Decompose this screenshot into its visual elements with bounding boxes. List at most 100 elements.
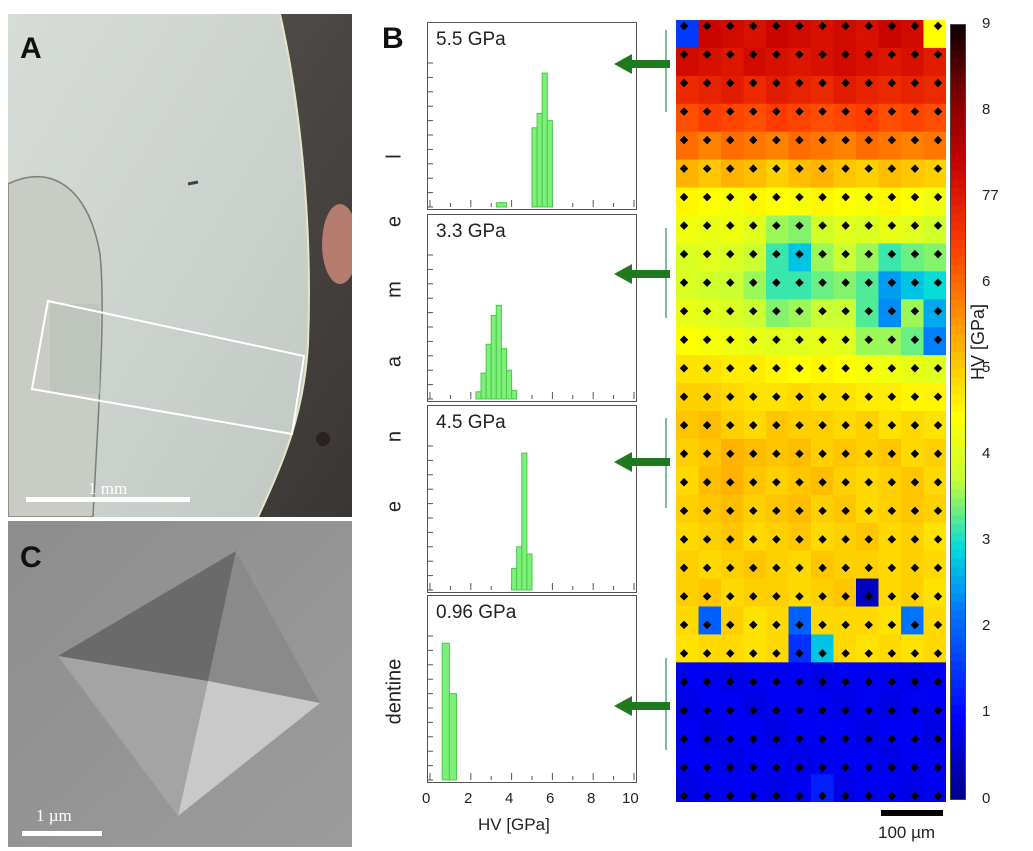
indent-marker bbox=[841, 449, 850, 459]
heatmap-cell bbox=[698, 271, 722, 300]
histogram-2-plot bbox=[428, 254, 635, 400]
heatmap-cell bbox=[743, 187, 767, 217]
panel-c-scalebar-label: 1 µm bbox=[36, 806, 72, 825]
indent-marker bbox=[795, 78, 804, 88]
indent-marker bbox=[864, 107, 873, 116]
heatmap-cell bbox=[856, 75, 880, 105]
indent-marker bbox=[864, 363, 873, 373]
indent-marker bbox=[841, 335, 850, 344]
histogram-2-label: 3.3 GPa bbox=[436, 221, 506, 242]
indent-marker bbox=[910, 278, 920, 287]
heatmap-cell bbox=[811, 75, 835, 105]
colorbar-segment bbox=[950, 696, 966, 707]
cbar-tick-2: 2 bbox=[982, 617, 991, 634]
colorbar-segment bbox=[950, 782, 966, 793]
heatmap-cell bbox=[856, 20, 880, 49]
heatmap-cell bbox=[923, 159, 946, 189]
heatmap-cell bbox=[788, 75, 812, 105]
colorbar-segment bbox=[950, 627, 966, 638]
heatmap-cell bbox=[721, 20, 745, 49]
indent-marker bbox=[933, 278, 943, 287]
colorbar-segment bbox=[950, 429, 966, 439]
histogram-2: 3.3 GPa bbox=[427, 214, 637, 402]
indent-marker bbox=[864, 249, 873, 259]
histogram-bar bbox=[441, 642, 450, 781]
indent-marker bbox=[818, 249, 827, 259]
colorbar-segment bbox=[950, 618, 966, 629]
heatmap-cell bbox=[788, 187, 812, 217]
indent-marker bbox=[702, 363, 712, 373]
heatmap-cell bbox=[676, 774, 700, 802]
hardness-heatmap bbox=[676, 20, 946, 802]
colorbar-segment bbox=[950, 601, 966, 612]
heatmap-cell bbox=[923, 522, 946, 552]
heatmap-cell bbox=[878, 159, 902, 189]
heatmap-cell bbox=[878, 662, 902, 691]
indent-marker bbox=[749, 192, 758, 202]
colorbar-segment bbox=[950, 532, 966, 543]
indent-marker bbox=[749, 449, 758, 459]
heatmap-cell bbox=[721, 690, 745, 719]
heatmap-cell bbox=[901, 746, 925, 775]
colorbar-segment bbox=[950, 308, 966, 319]
x-tick-4: 4 bbox=[505, 790, 514, 807]
heatmap-cell bbox=[743, 606, 767, 636]
colorbar-segment bbox=[950, 239, 966, 250]
colorbar-segment bbox=[950, 463, 966, 474]
colorbar-segment bbox=[950, 179, 966, 189]
heatmap-cell bbox=[901, 131, 925, 161]
indent-marker bbox=[910, 392, 920, 401]
heatmap-cell bbox=[811, 159, 835, 189]
heatmap-cell bbox=[698, 662, 722, 691]
colorbar-segment bbox=[950, 731, 966, 741]
heatmap-cell bbox=[766, 718, 790, 747]
indent-marker bbox=[749, 221, 758, 230]
indent-marker bbox=[795, 107, 804, 116]
indent-marker bbox=[795, 449, 804, 459]
heatmap-cell bbox=[721, 103, 745, 133]
heatmap-cell bbox=[676, 243, 700, 272]
indent-marker bbox=[910, 78, 920, 88]
heatmap-cell bbox=[766, 606, 790, 636]
arrow-3 bbox=[614, 452, 670, 472]
colorbar-segment bbox=[950, 127, 966, 138]
heatmap-cell bbox=[788, 215, 812, 245]
indent-marker bbox=[702, 78, 712, 88]
indent-marker bbox=[910, 449, 920, 459]
heatmap-cell bbox=[698, 774, 722, 802]
panel-a-scalebar bbox=[26, 497, 190, 502]
heatmap-cell bbox=[923, 355, 946, 384]
heatmap-cell bbox=[833, 20, 857, 49]
heatmap-cell bbox=[878, 47, 902, 77]
histogram-bar bbox=[475, 391, 482, 400]
heatmap-cell bbox=[788, 47, 812, 77]
heatmap-cell bbox=[901, 271, 925, 300]
colorbar-segment bbox=[950, 748, 966, 758]
colorbar-segment bbox=[950, 205, 966, 215]
colorbar-segment bbox=[950, 58, 966, 69]
heatmap-cell bbox=[901, 243, 925, 272]
heatmap-cell bbox=[766, 746, 790, 775]
heatmap-cell bbox=[833, 215, 857, 245]
colorbar-segment bbox=[950, 343, 966, 353]
panel-a-scalebar-label: 1 mm bbox=[88, 479, 128, 498]
indent-marker bbox=[864, 392, 873, 401]
heatmap-cell bbox=[923, 20, 946, 49]
heatmap-cell bbox=[676, 494, 700, 524]
heatmap-cell bbox=[878, 75, 902, 105]
indent-marker bbox=[749, 164, 758, 173]
indent-marker bbox=[702, 164, 712, 173]
indent-marker bbox=[864, 449, 873, 459]
indent-marker bbox=[818, 221, 827, 230]
heatmap-cell bbox=[698, 159, 722, 189]
colorbar-segment bbox=[950, 170, 966, 181]
heatmap-cell bbox=[766, 47, 790, 77]
indent-marker bbox=[933, 478, 943, 487]
heatmap-cell bbox=[833, 746, 857, 775]
heatmap-cell bbox=[698, 578, 722, 608]
heatmap-cell bbox=[676, 215, 700, 245]
indent-marker bbox=[795, 278, 804, 287]
heatmap-cell bbox=[833, 187, 857, 217]
x-tick-0: 0 bbox=[422, 790, 431, 807]
heatmap-cell bbox=[923, 299, 946, 328]
